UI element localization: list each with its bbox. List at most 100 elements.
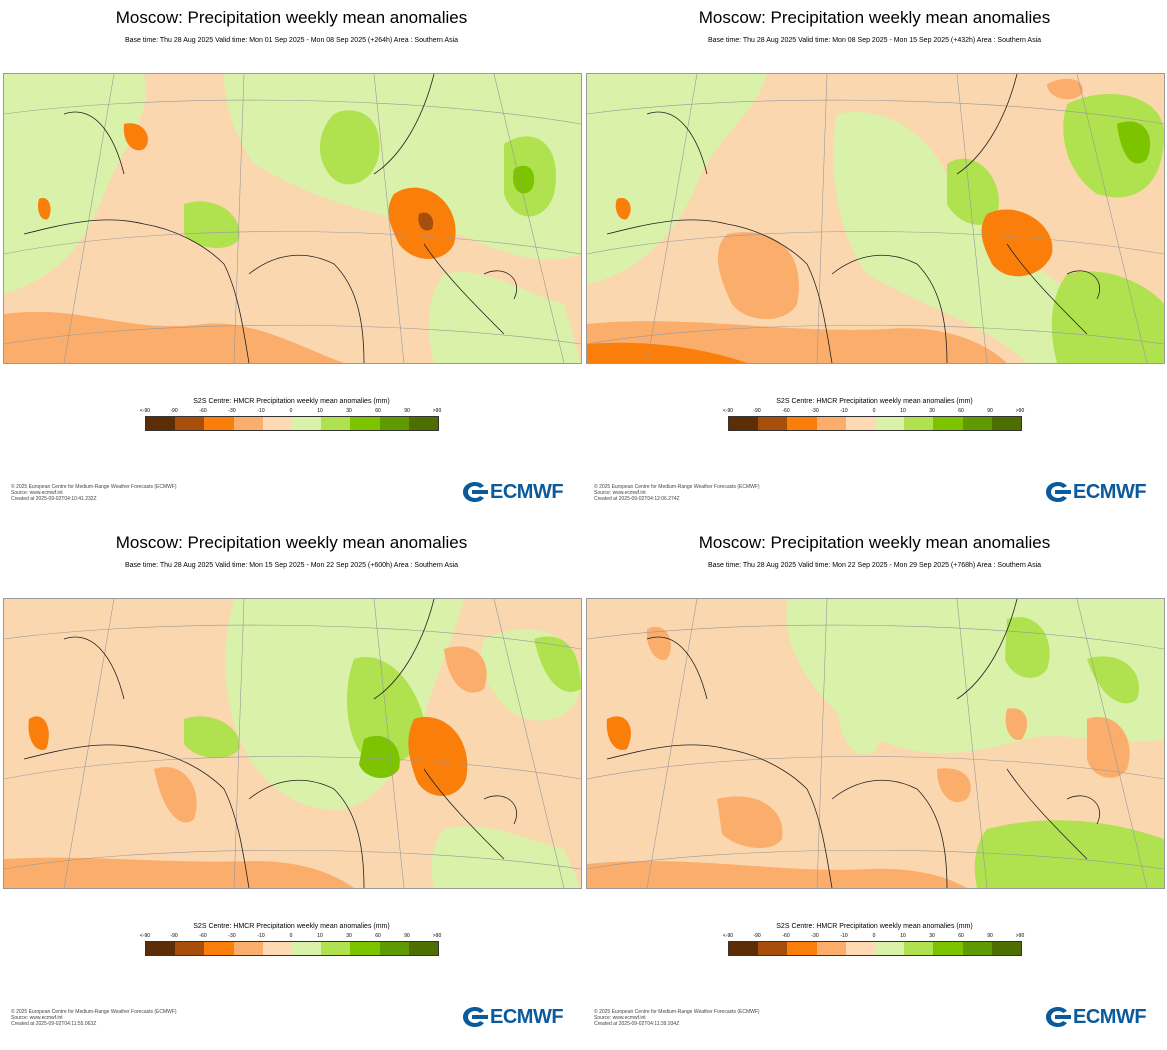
legend-title: S2S Centre: HMCR Precipitation weekly me… <box>193 923 390 930</box>
footer-created: Created at 2025-09-02T04:11:55.063Z <box>11 1021 97 1027</box>
ecmwf-logo-text: ECMWF <box>1073 481 1147 503</box>
anomaly-map[interactable] <box>586 73 1165 364</box>
legend-tick: 60 <box>375 408 381 414</box>
forecast-panel-4: Moscow: Precipitation weekly mean anomal… <box>583 525 1166 1050</box>
legend-colorbar <box>728 941 1022 956</box>
legend-tick: 60 <box>375 933 381 939</box>
legend-title: S2S Centre: HMCR Precipitation weekly me… <box>193 398 390 405</box>
forecast-panel-1: Moscow: Precipitation weekly mean anomal… <box>0 0 583 525</box>
legend-tick: 60 <box>958 408 964 414</box>
ecmwf-logo-text: ECMWF <box>490 1006 564 1028</box>
legend-tick: -60 <box>199 933 207 939</box>
legend-title: S2S Centre: HMCR Precipitation weekly me… <box>776 923 973 930</box>
footer-copyright: © 2025 European Centre for Medium-Range … <box>11 484 177 490</box>
anomaly-map[interactable] <box>3 598 582 889</box>
legend-swatch <box>350 942 380 955</box>
anomaly-map[interactable] <box>3 73 582 364</box>
legend-swatch <box>233 417 263 430</box>
legend-swatch <box>787 942 817 955</box>
legend-tick: >90 <box>432 408 442 414</box>
panel-subtitle: Base time: Thu 28 Aug 2025 Valid time: M… <box>124 37 459 44</box>
footer: © 2025 European Centre for Medium-Range … <box>594 484 760 502</box>
legend-title: S2S Centre: HMCR Precipitation weekly me… <box>776 398 973 405</box>
legend-tick: <-90 <box>722 933 734 939</box>
legend-swatch <box>408 417 439 430</box>
legend-tick: 0 <box>289 933 293 939</box>
footer: © 2025 European Centre for Medium-Range … <box>11 484 177 502</box>
legend-swatch <box>845 417 876 430</box>
legend-swatch <box>991 942 1022 955</box>
legend-tick: 10 <box>317 408 323 414</box>
legend-tick: -60 <box>199 408 207 414</box>
legend-swatch <box>758 942 788 955</box>
legend-tick: -60 <box>782 933 790 939</box>
forecast-panel-3: Moscow: Precipitation weekly mean anomal… <box>0 525 583 1050</box>
legend-swatch <box>146 942 176 955</box>
legend-tick: -10 <box>840 933 848 939</box>
footer-source: Source: www.ecmwf.int <box>11 1015 63 1021</box>
legend-swatch <box>204 942 234 955</box>
legend-tick: 30 <box>929 408 935 414</box>
footer-created: Created at 2025-09-02T04:10:41.232Z <box>11 496 97 502</box>
legend-swatch <box>729 942 759 955</box>
legend-ticks: <-90 -90 -60 -30 -10 0 10 30 60 90 >90 <box>723 933 1033 941</box>
ecmwf-logo: ECMWF <box>1045 481 1157 503</box>
ecmwf-logo-text: ECMWF <box>490 481 564 503</box>
legend-tick: 10 <box>900 408 906 414</box>
ecmwf-logo-icon <box>463 1007 488 1027</box>
legend-tick: <-90 <box>139 408 151 414</box>
legend-swatch <box>962 417 992 430</box>
legend-tick: 30 <box>929 933 935 939</box>
legend-tick: -10 <box>840 408 848 414</box>
panel-subtitle: Base time: Thu 28 Aug 2025 Valid time: M… <box>707 562 1042 569</box>
panel-title: Moscow: Precipitation weekly mean anomal… <box>115 8 468 27</box>
legend-swatch <box>904 942 934 955</box>
footer: © 2025 European Centre for Medium-Range … <box>594 1009 760 1027</box>
legend-tick: <-90 <box>139 933 151 939</box>
legend-tick: >90 <box>1015 933 1025 939</box>
legend-swatch <box>146 417 176 430</box>
ecmwf-logo-text: ECMWF <box>1073 1006 1147 1028</box>
legend-swatch <box>758 417 788 430</box>
legend-swatch <box>933 417 963 430</box>
legend-swatch <box>321 417 351 430</box>
legend-tick: <-90 <box>722 408 734 414</box>
legend-swatch <box>904 417 934 430</box>
legend-swatch <box>875 942 905 955</box>
legend-swatch <box>962 942 992 955</box>
ecmwf-logo: ECMWF <box>462 481 574 503</box>
footer-created: Created at 2025-09-02T04:11:39.934Z <box>594 1021 680 1027</box>
legend-tick: 0 <box>289 408 293 414</box>
ecmwf-logo-icon <box>1046 482 1071 502</box>
legend-tick: 60 <box>958 933 964 939</box>
legend-swatch <box>321 942 351 955</box>
legend-tick: -30 <box>228 408 236 414</box>
anomaly-map[interactable] <box>586 598 1165 889</box>
legend-ticks: <-90 -90 -60 -30 -10 0 10 30 60 90 >90 <box>140 933 450 941</box>
footer-copyright: © 2025 European Centre for Medium-Range … <box>594 1009 760 1015</box>
legend-swatch <box>933 942 963 955</box>
legend-tick: 30 <box>346 933 352 939</box>
panel-subtitle: Base time: Thu 28 Aug 2025 Valid time: M… <box>707 37 1042 44</box>
panel-title: Moscow: Precipitation weekly mean anomal… <box>698 8 1051 27</box>
legend-swatch <box>816 417 846 430</box>
legend-tick: -90 <box>753 933 761 939</box>
legend-tick: >90 <box>432 933 442 939</box>
legend-ticks: <-90 -90 -60 -30 -10 0 10 30 60 90 >90 <box>723 408 1033 416</box>
legend-swatch <box>845 942 876 955</box>
legend-tick: -30 <box>811 933 819 939</box>
legend-tick: 10 <box>317 933 323 939</box>
legend-tick: 0 <box>872 408 876 414</box>
legend-tick: -30 <box>228 933 236 939</box>
legend-swatch <box>875 417 905 430</box>
legend-swatch <box>729 417 759 430</box>
footer-copyright: © 2025 European Centre for Medium-Range … <box>594 484 760 490</box>
legend-tick: 90 <box>404 408 410 414</box>
legend-swatch <box>816 942 846 955</box>
legend-swatch <box>233 942 263 955</box>
footer-source: Source: www.ecmwf.int <box>11 490 63 496</box>
footer: © 2025 European Centre for Medium-Range … <box>11 1009 177 1027</box>
legend-tick: -60 <box>782 408 790 414</box>
legend-tick: >90 <box>1015 408 1025 414</box>
legend-tick: -10 <box>257 408 265 414</box>
